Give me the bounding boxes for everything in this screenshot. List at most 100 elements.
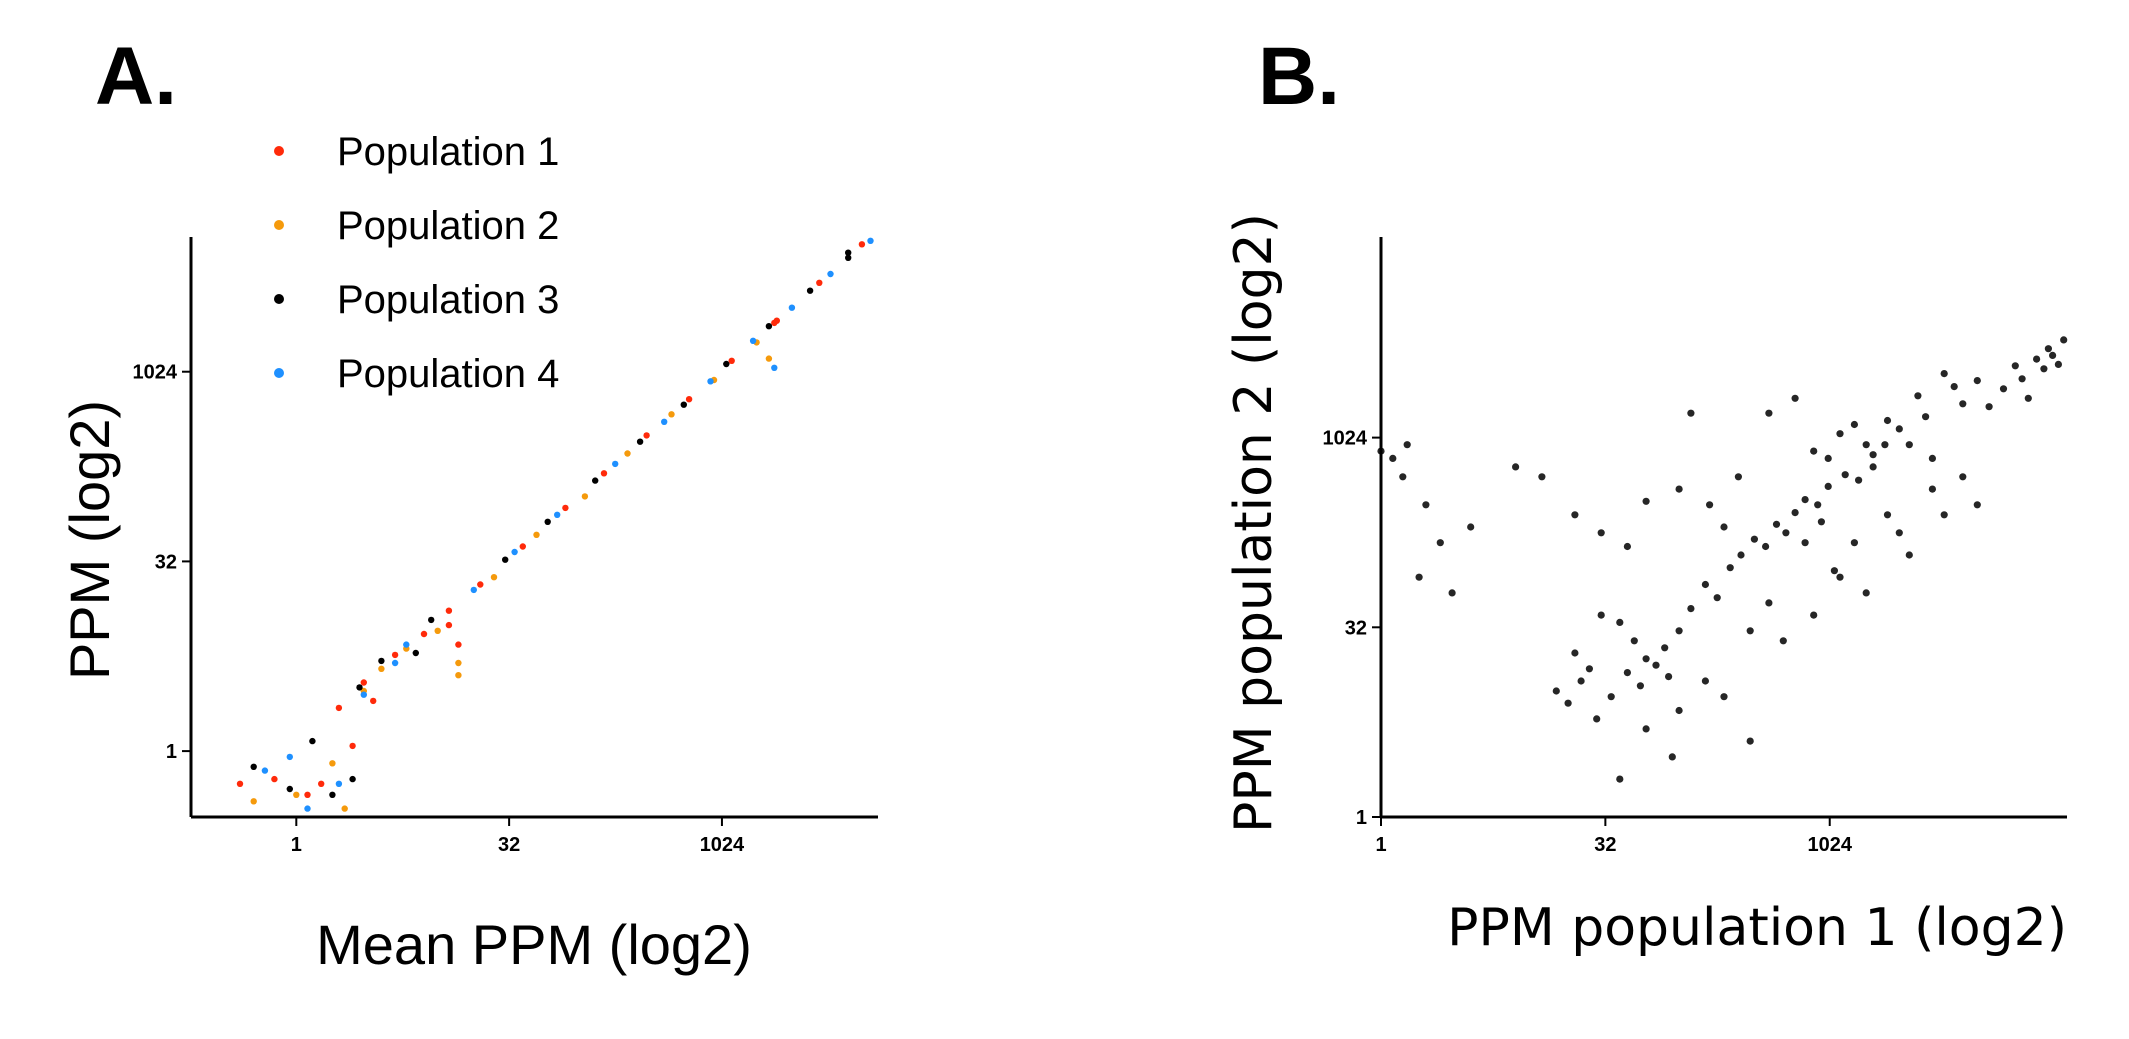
panel-a-point-s0-17: [445, 621, 453, 629]
panel-b-point-s0-18: [1720, 523, 1728, 531]
panel-a-point-s2-2: [329, 791, 336, 798]
panel-b-point-s0-76: [1616, 618, 1624, 627]
panel-a-point-s3-0: [261, 767, 269, 774]
panel-b-point-s0-37: [1973, 377, 1981, 385]
panel-b-point-s0-44: [2040, 365, 2048, 373]
panel-b-point-s0-13: [1623, 542, 1631, 551]
panel-b-point-s0-80: [1675, 627, 1683, 635]
panel-a-point-s0-10: [562, 504, 569, 512]
panel-a-point-s3-5: [470, 586, 477, 594]
panel-b-point-s0-103: [1623, 669, 1631, 677]
panel-b-point-s0-96: [1869, 451, 1877, 459]
panel-a-point-s1-13: [455, 672, 462, 679]
panel-b-point-s0-8: [1467, 523, 1475, 531]
panel-b-point-s0-55: [1973, 501, 1981, 509]
panel-a-point-s0-16: [816, 279, 823, 286]
panel-a-point-s0-22: [349, 742, 356, 750]
panel-b-point-s0-105: [1652, 661, 1660, 669]
panel-b-point-s0-27: [1869, 463, 1877, 471]
panel-b-x-tick-label-0: 1: [1375, 834, 1386, 856]
panel-b-y-axis-title: PPM population 2 (log2): [1224, 213, 1284, 833]
panel-a-point-s2-17: [309, 737, 316, 745]
panel-b-point-s0-7: [1448, 589, 1456, 597]
panel-b-point-s0-79: [1661, 644, 1669, 652]
panel-a-x-tick-label-1: 32: [498, 834, 520, 856]
panel-b-point-s0-38: [1985, 403, 1993, 411]
panel-a-x-tick-label-0: 1: [291, 834, 302, 856]
panel-a-point-s1-14: [455, 659, 462, 667]
panel-a-point-s0-9: [519, 543, 526, 550]
panel-b-point-s0-94: [1841, 471, 1849, 479]
panel-b-point-s0-21: [1791, 394, 1799, 402]
panel-b-point-s0-75: [1597, 611, 1605, 619]
panel-a-point-s2-13: [765, 323, 773, 330]
panel-b-point-s0-86: [1750, 535, 1758, 543]
panel-a-y-tick-label-1: 32: [155, 551, 177, 573]
panel-b-point-s0-83: [1713, 594, 1721, 602]
panel-b-point-s0-29: [1895, 425, 1903, 433]
panel-b-point-s0-97: [1881, 441, 1889, 449]
panel-b-point-s0-48: [2060, 336, 2068, 344]
panel-a-point-s3-6: [511, 548, 518, 556]
panel-b-point-s0-59: [1810, 611, 1818, 619]
panel-b-y-tick-label-0: 1: [1356, 807, 1367, 829]
panel-a-point-s3-1: [304, 805, 311, 812]
panel-b-point-s0-12: [1597, 529, 1605, 537]
panel-a-point-s1-17: [378, 665, 385, 672]
panel-b-point-s0-52: [1928, 485, 1936, 493]
panel-a-point-s2-1: [286, 785, 293, 793]
panel-a-points: [236, 237, 874, 812]
panel-b-point-s0-85: [1737, 551, 1745, 559]
panel-a-point-s1-2: [341, 805, 348, 812]
panel-a-point-s3-12: [788, 304, 796, 311]
panel-a-point-s3-11: [749, 337, 757, 344]
panel-b-point-s0-24: [1836, 430, 1844, 438]
panel-a-point-s0-7: [445, 607, 453, 614]
panel-b-point-s0-19: [1734, 473, 1742, 481]
panel-b-point-s0-20: [1765, 409, 1773, 417]
panel-b-point-s0-89: [1782, 529, 1790, 537]
panel-b-point-s0-1: [1389, 454, 1397, 462]
panel-a-point-s2-18: [356, 684, 363, 691]
panel-b-point-s0-15: [1675, 485, 1683, 493]
panel-a-point-s0-4: [360, 679, 367, 686]
panel-b-point-s0-78: [1642, 655, 1650, 663]
panel-a-point-s3-15: [771, 364, 778, 371]
panel-a-point-s2-3: [349, 775, 356, 783]
legend-label-4: Population 4: [337, 352, 559, 396]
panel-a-y-tick-label-2: 1024: [133, 362, 178, 384]
panel-a-point-s1-10: [668, 411, 675, 418]
panel-b-point-s0-4: [1422, 501, 1430, 509]
panel-b-point-s0-11: [1571, 511, 1579, 519]
panel-a-point-s0-0: [236, 780, 244, 787]
panel-b-point-s0-31: [1914, 392, 1922, 400]
panel-b-point-s0-58: [1779, 637, 1787, 645]
panel-b-point-s0-40: [2011, 362, 2019, 370]
panel-b-point-s0-88: [1772, 520, 1781, 528]
panel-a-point-s3-2: [335, 780, 343, 787]
panel-b-point-s0-65: [1668, 753, 1676, 761]
panel-b-point-s0-106: [1665, 673, 1673, 681]
panel-a-x-axis-title: Mean PPM (log2): [316, 913, 752, 976]
panel-b-points: [1377, 336, 2068, 783]
panel-a-point-s3-14: [867, 237, 874, 244]
panel-b-point-s0-17: [1706, 501, 1714, 509]
panel-a-point-s2-10: [636, 438, 644, 445]
panel-b-point-s0-33: [1928, 454, 1936, 462]
panel-a-point-s0-21: [304, 791, 311, 798]
panel-b-point-s0-92: [1814, 501, 1822, 509]
panel-a-point-s0-6: [420, 630, 428, 638]
panel-a-legend: Population 1 Population 2 Population 3 Popu…: [274, 130, 559, 396]
panel-b-point-s0-98: [1552, 687, 1560, 695]
panel-b-point-s0-47: [2054, 360, 2062, 368]
panel-b-point-s0-91: [1801, 496, 1809, 504]
panel-a-point-s1-0: [250, 798, 257, 805]
panel-b-ticks: 1 32 1024 1 32 1024: [1323, 428, 1853, 856]
panel-b-point-s0-42: [2024, 394, 2032, 402]
panel-a-point-s0-3: [335, 704, 343, 712]
panel-a-point-s1-8: [581, 493, 589, 500]
panel-b-point-s0-64: [1701, 677, 1709, 685]
panel-b-point-s0-22: [1810, 447, 1818, 455]
